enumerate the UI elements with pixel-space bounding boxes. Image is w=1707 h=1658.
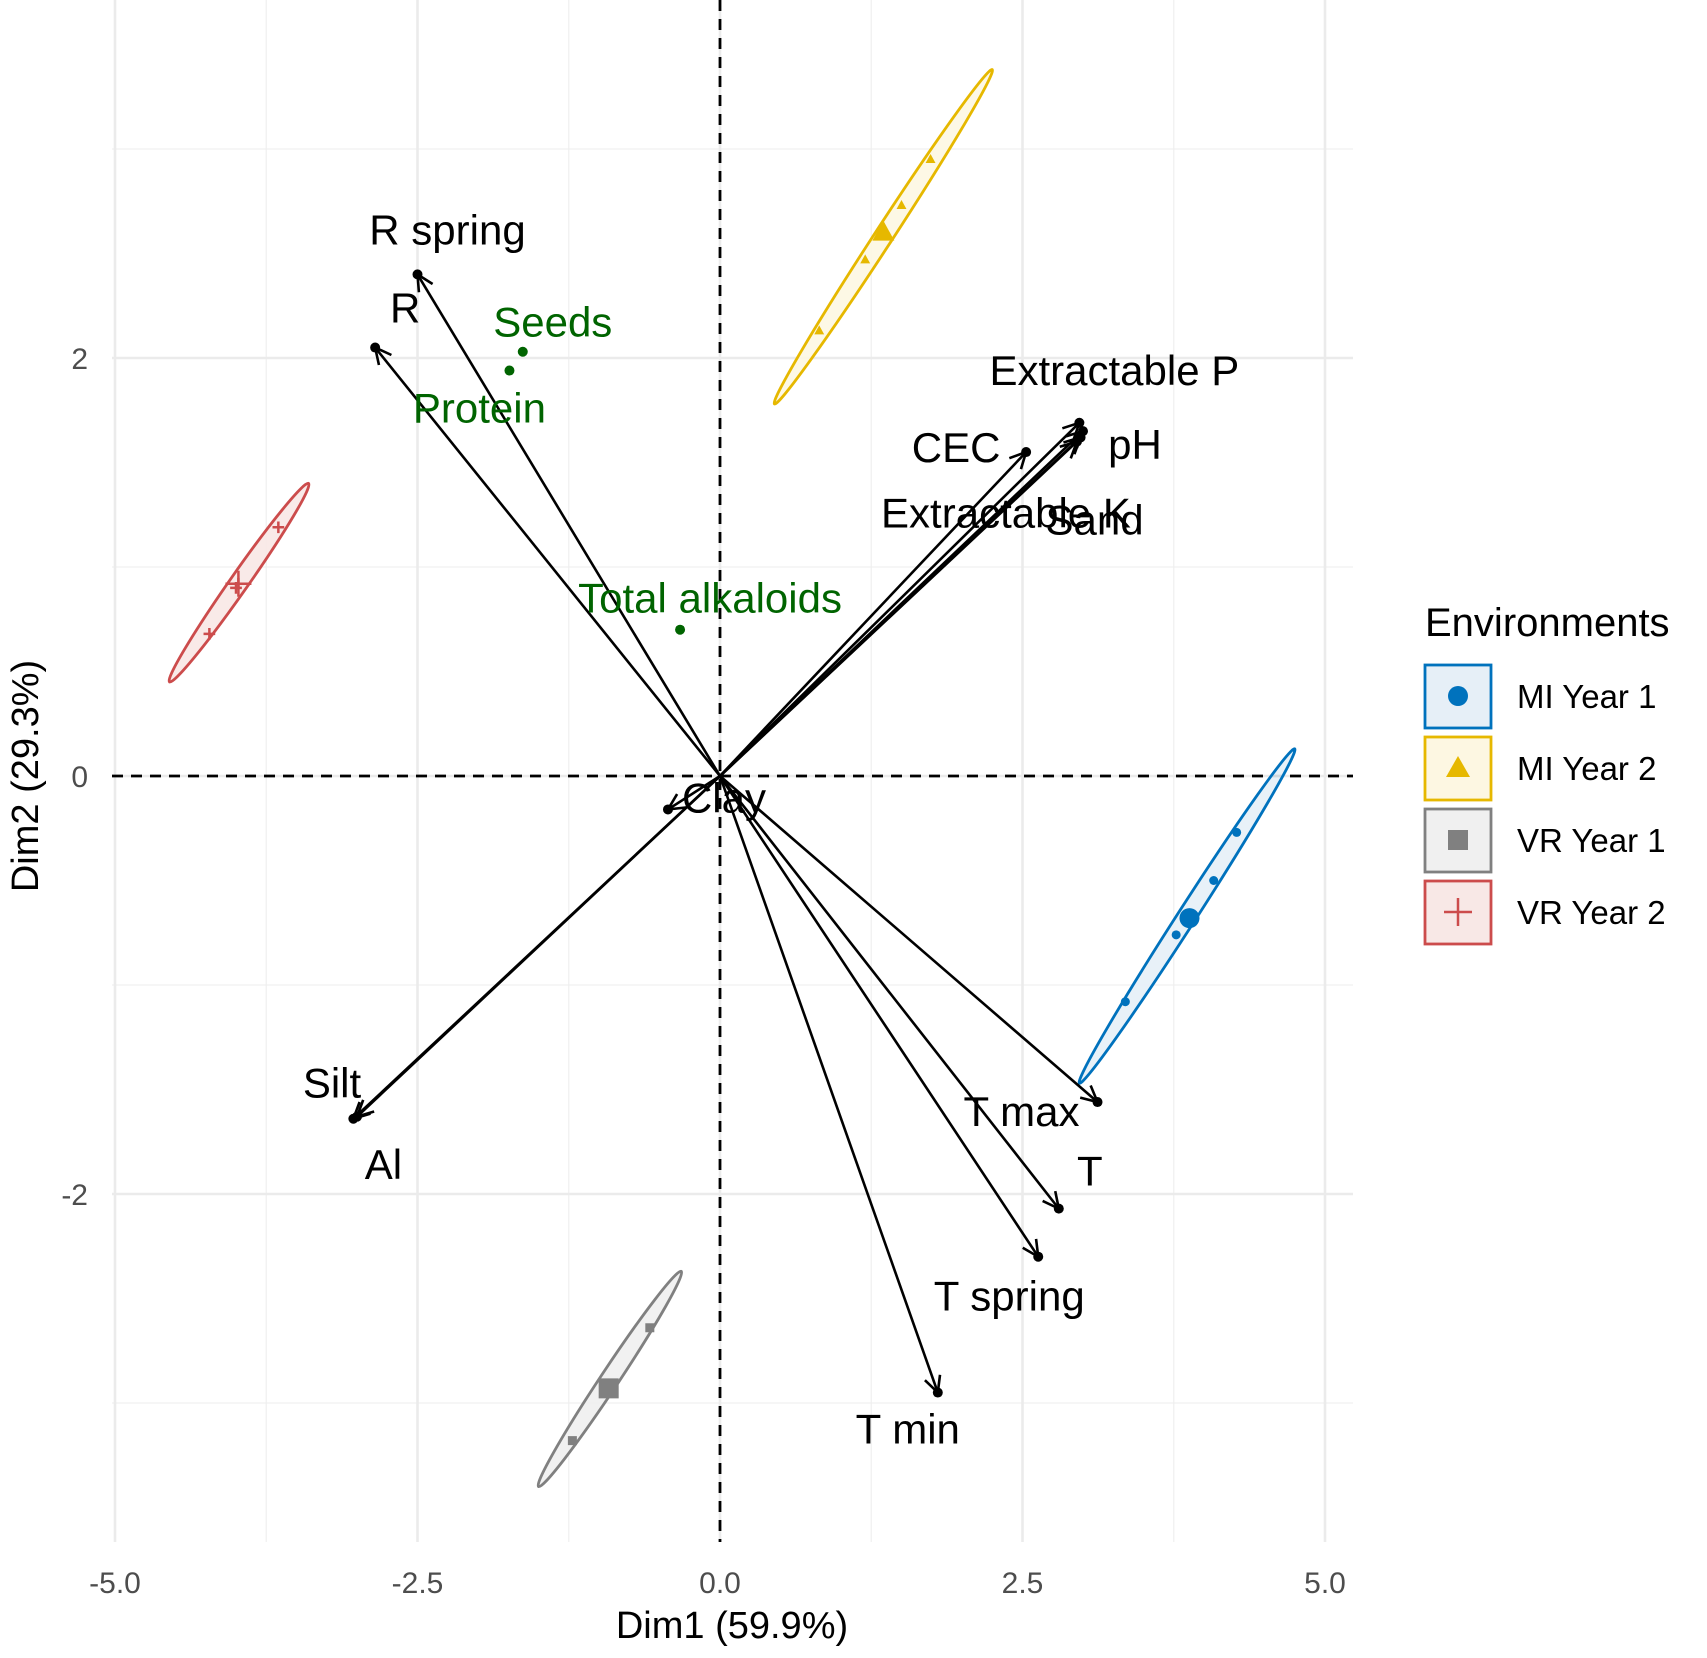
legend-title: Environments [1425, 601, 1670, 645]
label-protein: Protein [413, 385, 546, 432]
arrow-t-max [719, 775, 1098, 1102]
points [203, 154, 1242, 1446]
point-mi-year-1 [1209, 876, 1219, 885]
arrow-t-spring [718, 775, 1038, 1257]
x-tick-label: 0.0 [699, 1567, 741, 1600]
arrow-tip-r-spring [412, 269, 423, 280]
arrow-tip-t [1053, 1203, 1064, 1214]
legend-label-mi-year-2: MI Year 2 [1517, 750, 1656, 787]
point-mi-year-2 [860, 254, 871, 264]
arrow-tip-t-max [1092, 1097, 1103, 1108]
label-r-spring: R spring [369, 206, 525, 253]
centroid-vr-year-1 [598, 1378, 619, 1399]
point-mi-year-2 [896, 200, 907, 210]
x-tick-label: 5.0 [1304, 1567, 1346, 1600]
arrow-tip-r [370, 342, 381, 353]
legend-label-vr-year-2: VR Year 2 [1517, 894, 1666, 931]
label-sand: Sand [1046, 496, 1144, 543]
variable-labels: R spring R Extractable P pH SandExtractable … [303, 206, 1239, 1452]
arrow-tip-al [348, 1113, 359, 1124]
point-mi-year-2 [814, 325, 825, 335]
centroid-mi-year-1 [1179, 908, 1200, 929]
trait-point-total-alkaloids [675, 624, 686, 635]
label-t-max: T max [964, 1088, 1080, 1135]
label-extractable-k: Extractable K [881, 490, 1131, 537]
panel-background [48, 0, 1353, 1542]
x-axis-title: Dim1 (59.9%) [616, 1605, 848, 1647]
point-mi-year-1 [1232, 827, 1242, 837]
y-tick-label: -2 [61, 1179, 88, 1212]
label-r: R [390, 285, 420, 332]
reference-lines [112, 0, 1353, 1542]
point-mi-year-1 [1171, 930, 1181, 940]
arrow-cec [719, 452, 1026, 777]
point-vr-year-2 [203, 628, 216, 640]
legend-symbol-vr-year-2 [1444, 898, 1472, 926]
label-total-alkaloids: Total alkaloids [578, 575, 842, 622]
arrow-extractable-p [719, 423, 1079, 777]
trait-point-seeds [517, 346, 528, 357]
legend-symbol-mi-year-1 [1448, 686, 1468, 706]
label-clay: Clay [682, 774, 766, 821]
y-axis-title: Dim2 (29.3%) [5, 660, 47, 892]
point-vr-year-1 [567, 1436, 577, 1446]
label-silt: Silt [303, 1060, 362, 1107]
x-tick-label: -5.0 [89, 1567, 141, 1600]
label-ph: pH [1108, 421, 1162, 468]
legend-symbol-vr-year-1 [1448, 830, 1468, 850]
legend-key-vr-year-2 [1423, 879, 1493, 946]
arrow-r [375, 348, 722, 777]
label-t-spring: T spring [934, 1273, 1085, 1320]
y-tick-label: 2 [71, 343, 88, 376]
label-extractable-p: Extractable P [989, 347, 1239, 394]
arrow-extractable-k [719, 442, 1077, 777]
axis-ticks: -5.0 -2.5 0.0 2.5 5.0 2 0 -2 [61, 343, 1346, 1600]
legend-label-vr-year-1: VR Year 1 [1517, 822, 1666, 859]
arrow-tip-clay [662, 804, 673, 815]
arrow-r-spring [418, 274, 722, 777]
arrow-tip-t-spring [1033, 1251, 1044, 1262]
legend-label-mi-year-1: MI Year 1 [1517, 678, 1656, 715]
arrow-t-min [718, 775, 938, 1393]
centroid-vr-year-2 [225, 570, 252, 597]
legend-symbol-mi-year-2 [1446, 756, 1470, 777]
arrow-t [718, 775, 1059, 1209]
point-vr-year-1 [645, 1323, 655, 1333]
arrow-tip-t-min [932, 1387, 943, 1398]
centroid-mi-year-2 [872, 220, 895, 241]
label-seeds: Seeds [493, 299, 612, 346]
trait-point-protein [504, 365, 515, 376]
point-mi-year-1 [1120, 997, 1130, 1007]
x-tick-label: -2.5 [392, 1567, 444, 1600]
label-al: Al [365, 1141, 402, 1188]
label-t-min: T min [856, 1406, 960, 1453]
arrow-al [353, 775, 721, 1119]
label-t: T [1077, 1148, 1103, 1195]
arrow-tip-extractable-k [1071, 436, 1082, 447]
legend: Environments MI Year 1 MI Year 2 VR Year 1… [1423, 601, 1670, 946]
label-cec: CEC [912, 424, 1001, 471]
arrow-clay [668, 774, 721, 809]
point-vr-year-2 [272, 521, 285, 534]
arrow-tip-cec [1021, 447, 1032, 458]
arrow-tip-extractable-p [1074, 417, 1085, 428]
x-tick-label: 2.5 [1002, 1567, 1044, 1600]
point-mi-year-2 [925, 154, 936, 164]
y-tick-label: 0 [71, 761, 88, 794]
variable-arrows [348, 269, 1103, 1398]
